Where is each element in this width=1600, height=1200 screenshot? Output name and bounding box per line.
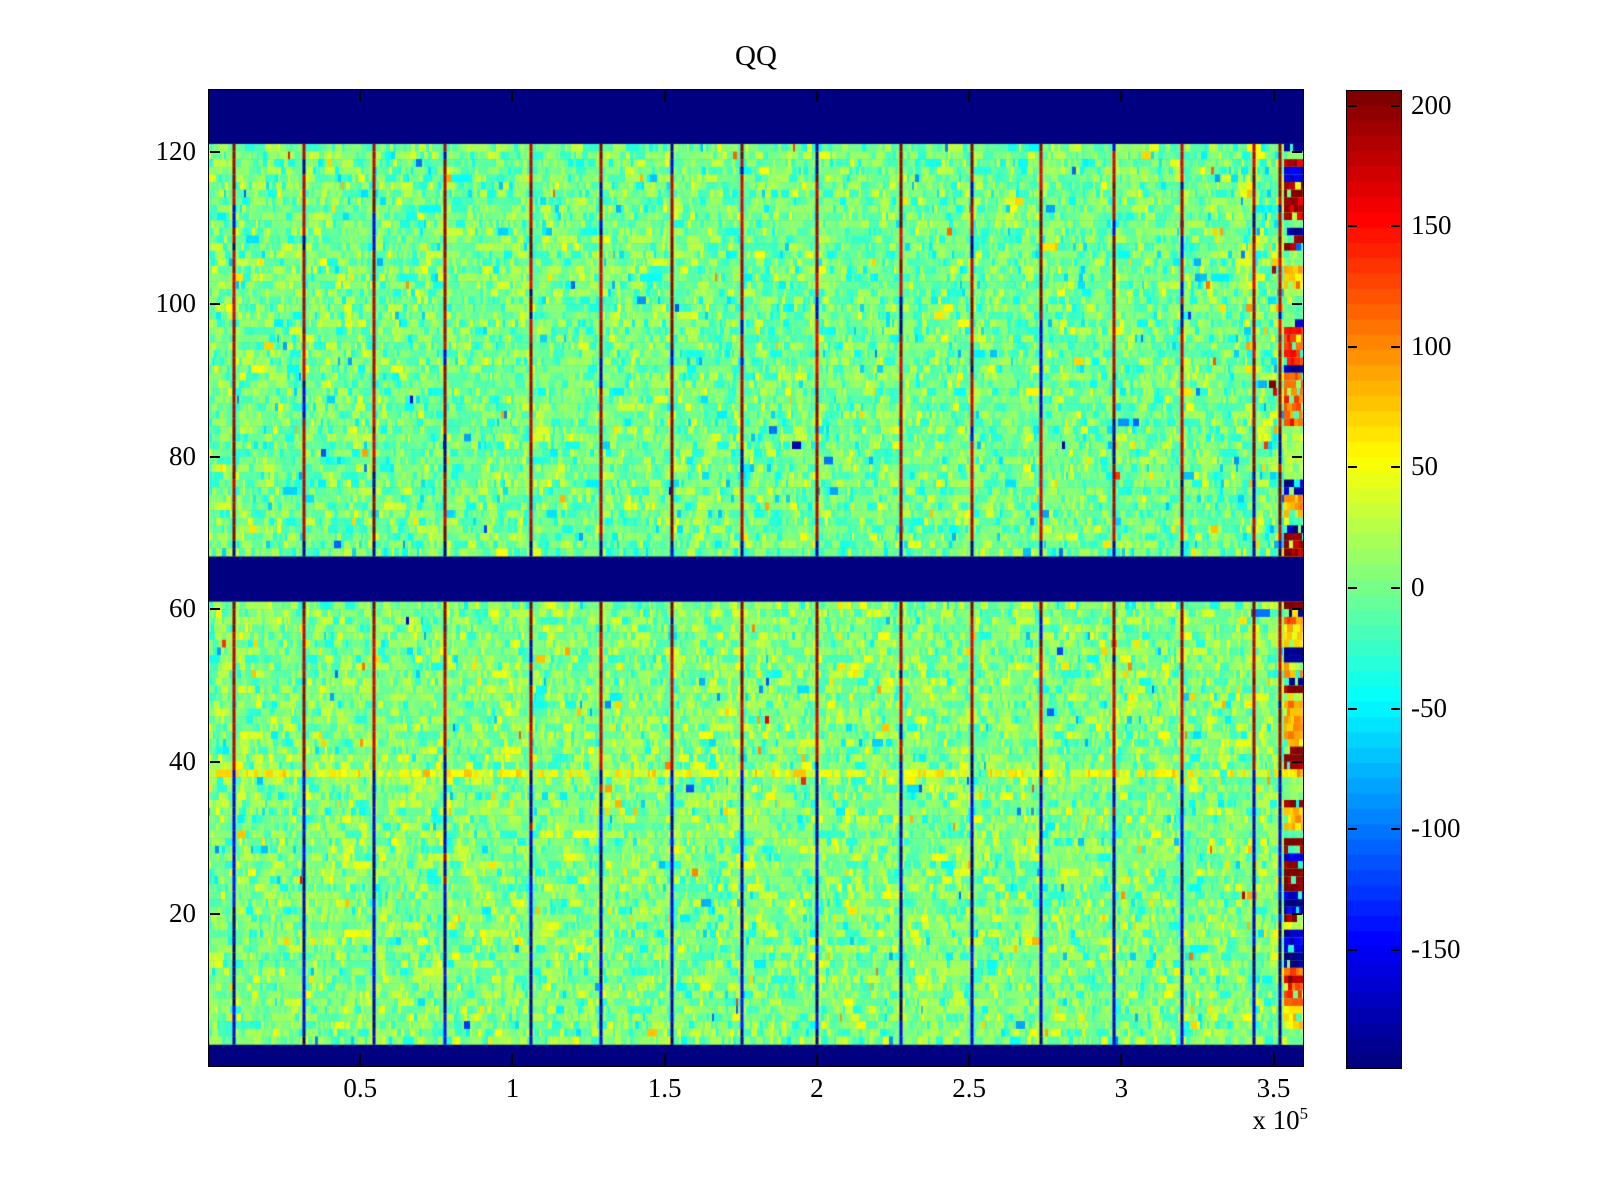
x-exponent-sup: 5 xyxy=(1299,1104,1308,1123)
x-tick-label: 2 xyxy=(810,1073,824,1103)
x-tick-label: 3.5 xyxy=(1256,1073,1291,1103)
x-tick-label: 3 xyxy=(1114,1073,1129,1103)
plot-title: QQ xyxy=(735,40,777,72)
colorbar-tick-label: -150 xyxy=(1411,933,1461,964)
y-tick-label: 100 xyxy=(155,288,197,319)
x-tick-label: 0.5 xyxy=(343,1073,378,1103)
colorbar-tick-label: -50 xyxy=(1411,692,1447,723)
x-exponent-prefix: x 10 xyxy=(1252,1105,1300,1135)
y-tick-label: 80 xyxy=(169,440,196,471)
y-tick-label: 120 xyxy=(155,135,197,166)
x-tick-label: 2.5 xyxy=(952,1073,986,1103)
heatmap-canvas xyxy=(208,89,1304,1067)
colorbar-tick-label: 200 xyxy=(1411,89,1452,120)
colorbar-tick-label: 50 xyxy=(1411,451,1438,482)
x-tick-label: 1 xyxy=(505,1073,520,1103)
y-tick-label: 60 xyxy=(169,593,196,624)
colorbar-canvas xyxy=(1346,90,1402,1069)
x-axis-exponent-label: x 105 xyxy=(1190,1104,1308,1136)
y-tick-label: 20 xyxy=(169,898,196,929)
colorbar-tick-label: -100 xyxy=(1411,813,1461,844)
colorbar-tick-label: 0 xyxy=(1411,571,1425,602)
y-tick-label: 40 xyxy=(169,745,196,776)
colorbar-tick-label: 150 xyxy=(1411,210,1452,241)
colorbar-tick-label: 100 xyxy=(1411,330,1452,361)
x-tick-label: 1.5 xyxy=(647,1073,682,1103)
